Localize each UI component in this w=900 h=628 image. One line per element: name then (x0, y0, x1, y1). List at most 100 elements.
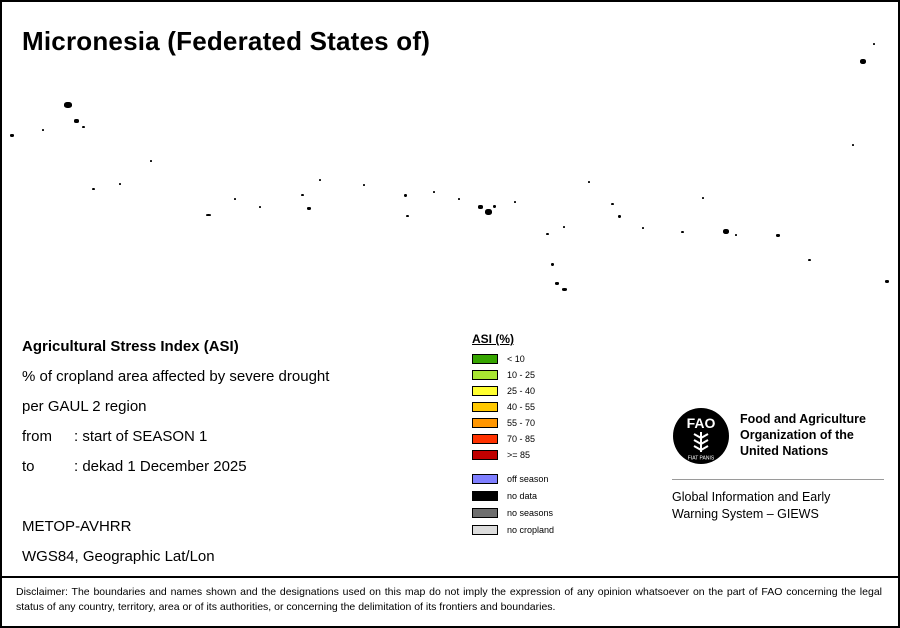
island-dot (485, 209, 492, 215)
legend-row: no seasons (472, 508, 622, 518)
asi-description-line2: per GAUL 2 region (22, 398, 147, 415)
legend-row: < 10 (472, 354, 622, 364)
island-dot (702, 197, 704, 199)
legend-row: off season (472, 474, 622, 484)
island-dot (546, 233, 549, 235)
legend-label: 40 - 55 (507, 402, 536, 412)
from-label: from (22, 428, 52, 445)
fao-divider (672, 479, 884, 480)
island-dot (563, 226, 565, 228)
island-dot (64, 102, 72, 108)
fao-block: FAO FIAT PANIS Food and Agriculture Orga… (672, 407, 884, 523)
island-dot (119, 183, 121, 185)
island-dot (74, 119, 79, 123)
legend-label: off season (507, 474, 549, 484)
fao-org-name: Food and Agriculture Organization of the… (740, 412, 866, 458)
legend-label: no seasons (507, 508, 554, 518)
from-value: : start of SEASON 1 (74, 428, 208, 445)
island-dot (319, 179, 321, 181)
projection-label: WGS84, Geographic Lat/Lon (22, 548, 215, 565)
island-dot (406, 215, 409, 217)
legend-swatch (472, 386, 498, 396)
fao-logo-text: FAO (687, 415, 716, 431)
island-dot (307, 207, 311, 210)
island-dot (681, 231, 684, 233)
island-dot (555, 282, 559, 285)
island-dot (860, 59, 866, 64)
legend-row: 70 - 85 (472, 434, 622, 444)
legend-swatch (472, 525, 498, 535)
page-title: Micronesia (Federated States of) (22, 26, 431, 56)
legend-row: 10 - 25 (472, 370, 622, 380)
legend-swatch (472, 450, 498, 460)
sensor-label: METOP-AVHRR (22, 518, 132, 535)
map-area (2, 2, 898, 332)
legend-label: 70 - 85 (507, 434, 536, 444)
island-dot (82, 126, 85, 128)
legend-label: 55 - 70 (507, 418, 536, 428)
asi-description-line1: % of cropland area affected by severe dr… (22, 368, 330, 385)
legend-swatch (472, 370, 498, 380)
legend-row: 40 - 55 (472, 402, 622, 412)
asi-info-block: Agricultural Stress Index (ASI) % of cro… (22, 332, 329, 482)
legend-row: >= 85 (472, 450, 622, 460)
island-dot (618, 215, 621, 218)
to-value: : dekad 1 December 2025 (74, 458, 247, 475)
island-dot (588, 181, 590, 183)
legend: ASI (%) < 10 10 - 25 25 - 40 40 - 55 55 - 70… (472, 332, 622, 542)
legend-swatch (472, 491, 498, 501)
legend-label: 10 - 25 (507, 370, 536, 380)
legend-label: no cropland (507, 525, 555, 535)
island-dot (514, 201, 516, 203)
island-dot (42, 129, 44, 131)
legend-classes: < 10 10 - 25 25 - 40 40 - 55 55 - 70 70 - 85 >… (472, 354, 622, 460)
island-dot (776, 234, 780, 237)
legend-row: no data (472, 491, 622, 501)
island-dot (478, 205, 483, 209)
fao-header: FAO FIAT PANIS Food and Agriculture Orga… (672, 407, 884, 465)
island-dot (852, 144, 854, 146)
source-info-block: METOP-AVHRR WGS84, Geographic Lat/Lon (22, 512, 215, 572)
legend-row: no cropland (472, 525, 622, 535)
asi-to-line: to : dekad 1 December 2025 (22, 452, 329, 482)
island-dot (259, 206, 261, 208)
to-label: to (22, 458, 35, 475)
legend-swatch (472, 402, 498, 412)
island-dot (735, 234, 737, 236)
island-dot (404, 194, 407, 197)
island-dot (562, 288, 567, 291)
fao-logo-icon: FAO FIAT PANIS (673, 408, 729, 464)
island-dot (92, 188, 95, 190)
legend-label: >= 85 (507, 450, 531, 460)
legend-row: 25 - 40 (472, 386, 622, 396)
disclaimer-text: Disclaimer: The boundaries and names sho… (16, 586, 882, 613)
island-dot (873, 43, 875, 45)
island-dot (493, 205, 496, 208)
legend-label: no data (507, 491, 538, 501)
legend-extra: off season no data no seasons no cropland (472, 474, 622, 535)
island-dot (206, 214, 211, 216)
legend-title: ASI (%) (472, 332, 514, 346)
asi-heading: Agricultural Stress Index (ASI) (22, 338, 239, 355)
island-dot (642, 227, 644, 229)
legend-label: < 10 (507, 354, 525, 364)
fao-logo-subtext: FIAT PANIS (688, 456, 715, 462)
disclaimer-box: Disclaimer: The boundaries and names sho… (2, 576, 898, 626)
island-dot (301, 194, 304, 196)
island-dot (885, 280, 889, 283)
island-dot (363, 184, 365, 186)
island-dot (433, 191, 435, 193)
legend-swatch (472, 354, 498, 364)
island-dot (723, 229, 729, 234)
island-dot (551, 263, 554, 266)
island-dot (611, 203, 614, 205)
asi-from-line: from : start of SEASON 1 (22, 422, 329, 452)
island-dot (150, 160, 152, 162)
island-dot (10, 134, 14, 137)
giews-label: Global Information and Early Warning Sys… (672, 490, 831, 521)
legend-label: 25 - 40 (507, 386, 536, 396)
island-dot (808, 259, 811, 261)
island-dot (458, 198, 460, 200)
legend-swatch (472, 418, 498, 428)
